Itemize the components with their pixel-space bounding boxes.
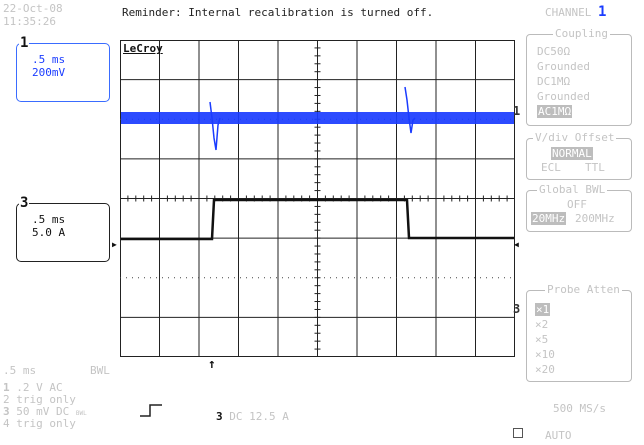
trace3-scale: 5.0 A — [32, 226, 66, 239]
ch2-status-number: 2 — [3, 393, 10, 406]
probe-atten-title: Probe Atten — [545, 283, 622, 296]
probe-x2[interactable]: ×2 — [535, 318, 549, 331]
probe-x5[interactable]: ×5 — [535, 333, 549, 346]
vdiv-offset-title: V/div Offset — [533, 131, 617, 144]
ch1-status-text: .2 V AC — [16, 381, 63, 394]
probe-x20[interactable]: ×20 — [535, 363, 555, 376]
trigger-level-right-arrow-icon: ◀ — [514, 240, 519, 249]
ch1-trace — [121, 112, 514, 124]
waveform-traces — [121, 86, 514, 241]
date-readout: 22-Oct-08 — [3, 2, 63, 15]
global-bwl-menu[interactable]: Global BWL OFF 20MHz 200MHz — [526, 183, 632, 232]
global-bwl-title: Global BWL — [537, 183, 608, 196]
rising-edge-trigger-icon — [140, 404, 162, 417]
ch4-status-text: trig only — [16, 417, 76, 430]
bwl-200mhz[interactable]: 200MHz — [575, 212, 615, 225]
ch2-status: 2 trig only — [3, 393, 76, 406]
coupling-menu[interactable]: Coupling DC50Ω Grounded DC1MΩ Grounded A… — [526, 27, 632, 126]
ch1-level-marker: 1 — [513, 104, 521, 118]
trigger-text: DC 12.5 A — [229, 410, 289, 423]
recalibration-reminder: Reminder: Internal recalibration is turn… — [122, 6, 434, 19]
probe-x10[interactable]: ×10 — [535, 348, 555, 361]
ch3-status-number: 3 — [3, 405, 10, 418]
trigger-level-left-arrow-icon: ▶ — [112, 240, 117, 249]
ch3-trace — [121, 198, 514, 241]
coupling-option-dc50[interactable]: DC50Ω — [537, 45, 571, 58]
trigger-source: 3 — [216, 410, 223, 423]
trace1-scale: 200mV — [32, 66, 66, 79]
trace3-number: 3 — [19, 195, 30, 211]
ch4-status: 4 trig only — [3, 417, 76, 430]
channel-label: CHANNEL — [545, 6, 592, 19]
vdiv-offset-menu[interactable]: V/div Offset NORMAL ECL TTL — [526, 131, 632, 180]
ch1-status: 1 .2 V AC — [3, 381, 63, 394]
auto-mode-checkbox[interactable] — [513, 428, 523, 438]
ch3-level-marker: 3 — [513, 302, 521, 316]
lecroy-logo: LeCroy — [123, 42, 163, 55]
ch4-status-number: 4 — [3, 417, 10, 430]
coupling-option-grounded-2[interactable]: Grounded — [537, 90, 590, 103]
sample-rate: 500 MS/s — [553, 402, 606, 415]
trace3-descriptor[interactable]: 3 .5 ms 5.0 A — [16, 195, 110, 262]
trigger-setting: 3 DC 12.5 A — [216, 410, 289, 423]
trace1-number: 1 — [19, 35, 30, 51]
time-readout: 11:35:26 — [3, 15, 56, 28]
coupling-option-grounded-1[interactable]: Grounded — [537, 60, 590, 73]
vdiv-ttl[interactable]: TTL — [585, 161, 605, 174]
bwl-indicator: BWL — [90, 364, 110, 377]
channel-header: CHANNEL 1 — [545, 4, 607, 20]
probe-atten-menu[interactable]: Probe Atten ×1 ×2 ×5 ×10 ×20 — [526, 283, 632, 382]
trigger-mode: AUTO — [545, 429, 572, 442]
waveform-graticule — [120, 40, 515, 357]
coupling-option-dc1m[interactable]: DC1MΩ — [537, 75, 571, 88]
trace1-timebase: .5 ms — [32, 53, 66, 66]
ch3-status: 3 50 mV DC BWL — [3, 405, 87, 420]
ch2-status-text: trig only — [16, 393, 76, 406]
vdiv-ecl[interactable]: ECL — [541, 161, 561, 174]
probe-x1-selected[interactable]: ×1 — [535, 303, 551, 316]
bwl-20mhz-selected[interactable]: 20MHz — [531, 212, 567, 225]
ch3-status-bwl: BWL — [75, 410, 87, 417]
coupling-title: Coupling — [553, 27, 610, 40]
ch1-glitch-rise — [209, 101, 221, 151]
channel-number: 1 — [597, 4, 607, 20]
ch1-status-number: 1 — [3, 381, 10, 394]
bwl-off[interactable]: OFF — [567, 198, 587, 211]
trace3-timebase: .5 ms — [32, 213, 66, 226]
coupling-option-ac1m-selected[interactable]: AC1MΩ — [537, 105, 573, 118]
ch3-status-text: 50 mV DC — [16, 405, 70, 418]
ch1-glitch-fall — [404, 86, 416, 134]
trace1-descriptor[interactable]: 1 .5 ms 200mV — [16, 35, 110, 102]
vdiv-normal-selected[interactable]: NORMAL — [551, 147, 593, 160]
trigger-position-arrow-icon: ↑ — [208, 357, 216, 372]
timebase-readout: .5 ms — [3, 364, 37, 377]
